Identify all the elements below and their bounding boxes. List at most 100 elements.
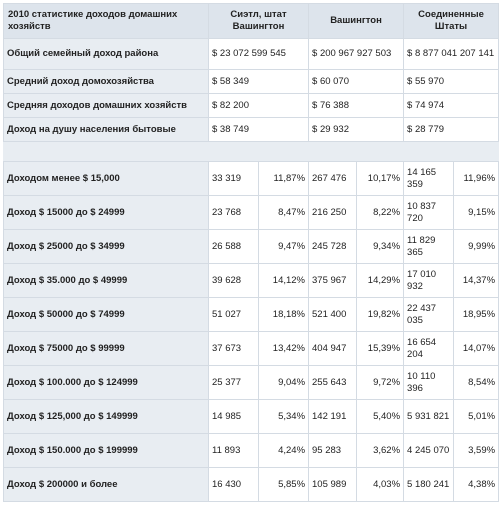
us-percent: 14,37% bbox=[453, 263, 500, 298]
us-count: 5 931 821 bbox=[403, 399, 455, 434]
washington-count: 267 476 bbox=[308, 161, 358, 196]
summary-row-mean-income: Средняя доходов домашних хозяйств $ 82 2… bbox=[3, 93, 500, 118]
washington-count: 521 400 bbox=[308, 297, 358, 332]
seattle-count: 33 319 bbox=[208, 161, 259, 196]
washington-value: $ 60 070 bbox=[308, 69, 405, 94]
seattle-percent: 4,24% bbox=[257, 433, 310, 468]
income-band-row: Доход $ 35.000 до $ 49999 39 628 14,12% 375… bbox=[3, 263, 500, 298]
washington-percent: 10,17% bbox=[356, 161, 405, 196]
washington-count: 105 989 bbox=[308, 467, 358, 502]
seattle-count: 26 588 bbox=[208, 229, 259, 264]
us-percent: 18,95% bbox=[453, 297, 500, 332]
row-label: Доход $ 25000 до $ 34999 bbox=[3, 229, 209, 264]
washington-count: 216 250 bbox=[308, 195, 358, 230]
us-value: $ 74 974 bbox=[403, 93, 500, 118]
us-percent: 8,54% bbox=[453, 365, 500, 400]
seattle-percent: 9,47% bbox=[257, 229, 310, 264]
seattle-percent: 13,42% bbox=[257, 331, 310, 366]
washington-value: $ 76 388 bbox=[308, 93, 405, 118]
washington-count: 375 967 bbox=[308, 263, 358, 298]
seattle-value: $ 82 200 bbox=[207, 93, 310, 118]
income-band-row: Доход $ 100.000 до $ 124999 25 377 9,04% 25… bbox=[3, 365, 500, 400]
seattle-percent: 9,04% bbox=[257, 365, 310, 400]
seattle-count: 51 027 bbox=[208, 297, 259, 332]
seattle-count: 23 768 bbox=[208, 195, 259, 230]
us-count: 11 829 365 bbox=[403, 229, 455, 264]
washington-percent: 19,82% bbox=[356, 297, 405, 332]
income-bands: Доходом менее $ 15,000 33 319 11,87% 267 47… bbox=[3, 161, 500, 502]
us-value: $ 28 779 bbox=[403, 117, 500, 142]
washington-count: 404 947 bbox=[308, 331, 358, 366]
income-band-row: Доход $ 15000 до $ 24999 23 768 8,47% 216 2… bbox=[3, 195, 500, 230]
income-band-row: Доход $ 200000 и более 16 430 5,85% 105 989… bbox=[3, 467, 500, 502]
seattle-value: $ 23 072 599 545 bbox=[207, 38, 310, 70]
us-count: 4 245 070 bbox=[403, 433, 455, 468]
row-label: Доход $ 15000 до $ 24999 bbox=[3, 195, 209, 230]
washington-percent: 5,40% bbox=[356, 399, 405, 434]
row-label: Доход $ 200000 и более bbox=[3, 467, 209, 502]
washington-value: $ 29 932 bbox=[308, 117, 405, 142]
seattle-count: 14 985 bbox=[208, 399, 259, 434]
row-label: Доход $ 100.000 до $ 124999 bbox=[3, 365, 209, 400]
summary-row-median-income: Средний доход домохозяйства $ 58 349 $ 6… bbox=[3, 69, 500, 94]
seattle-value: $ 38 749 bbox=[207, 117, 310, 142]
income-band-row: Доход $ 125,000 до $ 149999 14 985 5,34% 14… bbox=[3, 399, 500, 434]
income-band-row: Доход $ 150.000 до $ 199999 11 893 4,24% 95… bbox=[3, 433, 500, 468]
washington-percent: 9,72% bbox=[356, 365, 405, 400]
header-row: 2010 статистике доходов домашних хозяйст… bbox=[3, 3, 500, 39]
row-label: Доход $ 50000 до $ 74999 bbox=[3, 297, 209, 332]
row-label: Доход $ 125,000 до $ 149999 bbox=[3, 399, 209, 434]
row-label: Доход $ 35.000 до $ 49999 bbox=[3, 263, 209, 298]
summary-row-total-income: Общий семейный доход района $ 23 072 599… bbox=[3, 38, 500, 70]
us-percent: 14,07% bbox=[453, 331, 500, 366]
washington-percent: 4,03% bbox=[356, 467, 405, 502]
seattle-value: $ 58 349 bbox=[207, 69, 310, 94]
us-value: $ 55 970 bbox=[403, 69, 500, 94]
income-band-row: Доход $ 50000 до $ 74999 51 027 18,18% 521 … bbox=[3, 297, 500, 332]
seattle-percent: 5,34% bbox=[257, 399, 310, 434]
seattle-count: 39 628 bbox=[208, 263, 259, 298]
us-count: 10 837 720 bbox=[403, 195, 455, 230]
column-header-seattle: Сиэтл, штат Вашингтон bbox=[207, 3, 310, 39]
us-count: 16 654 204 bbox=[403, 331, 455, 366]
summary-row-per-capita-income: Доход на душу населения бытовые $ 38 749… bbox=[3, 117, 500, 142]
washington-percent: 3,62% bbox=[356, 433, 405, 468]
us-count: 10 110 396 bbox=[403, 365, 455, 400]
row-label: Доходом менее $ 15,000 bbox=[3, 161, 209, 196]
us-percent: 11,96% bbox=[453, 161, 500, 196]
seattle-percent: 18,18% bbox=[257, 297, 310, 332]
seattle-count: 11 893 bbox=[208, 433, 259, 468]
us-percent: 3,59% bbox=[453, 433, 500, 468]
row-label: Общий семейный доход района bbox=[3, 38, 209, 70]
row-label: Средняя доходов домашних хозяйств bbox=[3, 93, 209, 118]
seattle-count: 37 673 bbox=[208, 331, 259, 366]
us-count: 22 437 035 bbox=[403, 297, 455, 332]
divider-cell bbox=[2, 141, 500, 162]
section-divider bbox=[2, 141, 500, 162]
washington-count: 142 191 bbox=[308, 399, 358, 434]
us-percent: 4,38% bbox=[453, 467, 500, 502]
washington-percent: 9,34% bbox=[356, 229, 405, 264]
us-count: 17 010 932 bbox=[403, 263, 455, 298]
row-label: Средний доход домохозяйства bbox=[3, 69, 209, 94]
us-percent: 5,01% bbox=[453, 399, 500, 434]
income-band-row: Доходом менее $ 15,000 33 319 11,87% 267 47… bbox=[3, 161, 500, 196]
us-percent: 9,99% bbox=[453, 229, 500, 264]
column-header-washington: Вашингтон bbox=[308, 3, 405, 39]
income-band-row: Доход $ 25000 до $ 34999 26 588 9,47% 245 7… bbox=[3, 229, 500, 264]
row-label: Доход $ 75000 до $ 99999 bbox=[3, 331, 209, 366]
row-label: Доход $ 150.000 до $ 199999 bbox=[3, 433, 209, 468]
washington-count: 255 643 bbox=[308, 365, 358, 400]
washington-percent: 15,39% bbox=[356, 331, 405, 366]
seattle-percent: 8,47% bbox=[257, 195, 310, 230]
seattle-count: 25 377 bbox=[208, 365, 259, 400]
us-count: 5 180 241 bbox=[403, 467, 455, 502]
washington-count: 95 283 bbox=[308, 433, 358, 468]
row-label: Доход на душу населения бытовые bbox=[3, 117, 209, 142]
column-header-us: Соединенные Штаты bbox=[403, 3, 500, 39]
seattle-count: 16 430 bbox=[208, 467, 259, 502]
washington-percent: 8,22% bbox=[356, 195, 405, 230]
income-band-row: Доход $ 75000 до $ 99999 37 673 13,42% 404 … bbox=[3, 331, 500, 366]
corner-header: 2010 статистике доходов домашних хозяйст… bbox=[3, 3, 209, 39]
seattle-percent: 14,12% bbox=[257, 263, 310, 298]
